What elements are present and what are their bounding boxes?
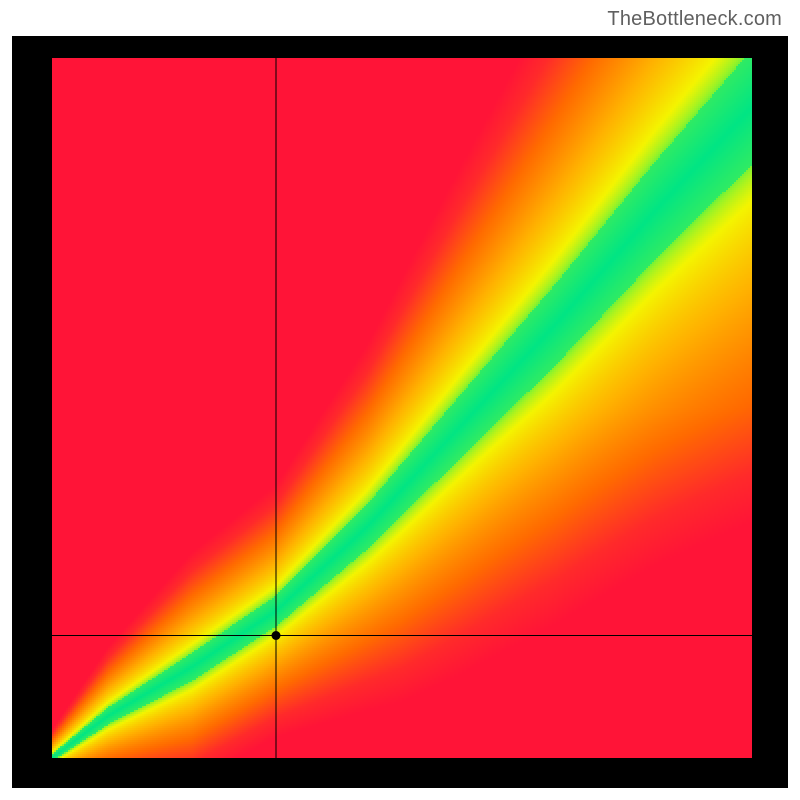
bottleneck-heatmap	[52, 58, 752, 758]
plot-background	[12, 36, 788, 788]
watermark-text: TheBottleneck.com	[607, 8, 782, 31]
